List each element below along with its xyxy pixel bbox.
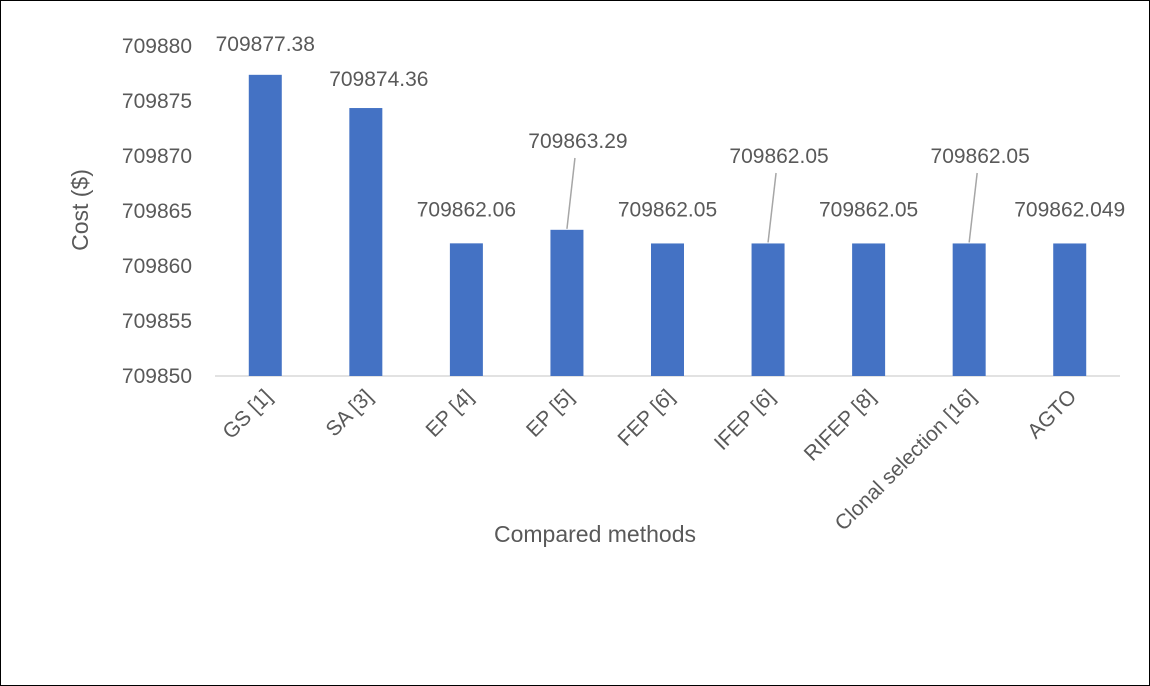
bars	[248, 74, 1087, 376]
bar	[550, 229, 584, 376]
data-label: 709862.05	[729, 145, 828, 168]
data-label: 709863.29	[528, 130, 627, 153]
bar	[751, 243, 785, 376]
bar	[651, 243, 684, 376]
data-label: 709862.06	[417, 198, 516, 221]
y-tick-label: 709850	[122, 365, 192, 388]
x-tick-label: GS [1]	[218, 385, 276, 443]
x-tick-label: EP [4]	[421, 385, 477, 441]
y-tick-label: 709865	[122, 200, 192, 223]
y-axis-title: Cost ($)	[67, 169, 93, 251]
x-tick-label: EP [5]	[522, 385, 578, 441]
y-tick-label: 709855	[122, 310, 192, 333]
y-tick-label: 709875	[122, 90, 192, 113]
leader-line	[767, 172, 777, 243]
leader-lines	[566, 157, 978, 243]
bar	[952, 243, 986, 376]
y-tick-label: 709860	[122, 255, 192, 278]
x-tick-label: RIFEP [8]	[800, 385, 880, 465]
x-tick-label: FEP [6]	[614, 385, 680, 451]
x-tick-label: AGTO	[1023, 385, 1081, 443]
data-label: 709874.36	[329, 68, 428, 91]
y-tick-label: 709870	[122, 145, 192, 168]
x-axis-title: Compared methods	[494, 521, 696, 547]
bar	[449, 243, 483, 376]
leader-line	[566, 157, 576, 229]
data-label: 709862.049	[1014, 198, 1125, 221]
bar	[852, 243, 886, 376]
data-label: 709862.05	[931, 145, 1030, 168]
data-label: 709877.38	[216, 33, 315, 56]
data-label: 709862.05	[819, 198, 918, 221]
bar	[349, 108, 383, 376]
y-axis-ticks: 709850 709855 709860 709865 709870 709875 7098…	[122, 35, 192, 388]
x-tick-label: IFEP [6]	[710, 385, 780, 455]
y-tick-label: 709880	[122, 35, 192, 58]
x-tick-label: SA [3]	[321, 385, 377, 441]
bar	[1053, 243, 1087, 376]
x-axis-ticks: GS [1] SA [3] EP [4] EP [5] FEP [6] IFEP [6] R…	[218, 385, 1081, 535]
bar	[248, 74, 282, 376]
data-label: 709862.05	[618, 198, 717, 221]
leader-line	[968, 172, 978, 243]
data-labels: 709877.38 709874.36 709862.06 709863.29 7098…	[216, 33, 1126, 221]
